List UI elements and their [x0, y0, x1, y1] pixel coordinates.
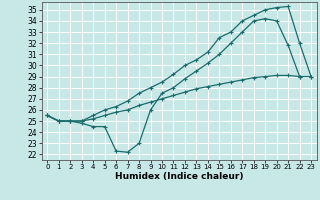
- X-axis label: Humidex (Indice chaleur): Humidex (Indice chaleur): [115, 172, 244, 181]
